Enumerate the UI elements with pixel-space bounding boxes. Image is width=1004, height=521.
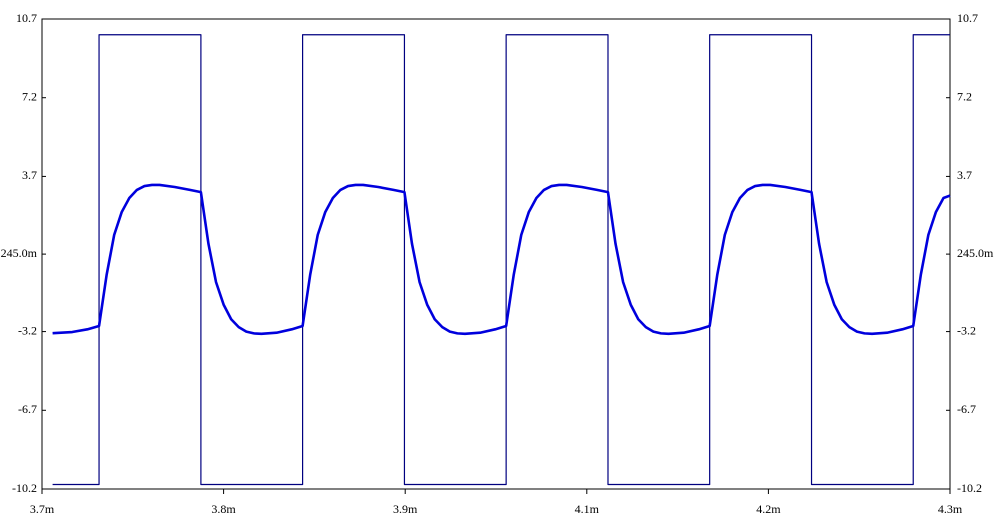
x-tick-label: 3.7m: [30, 502, 55, 516]
x-tick-label: 3.8m: [211, 502, 236, 516]
y-tick-label: 7.2: [22, 89, 37, 103]
plot-frame: [41, 18, 951, 490]
y-tick-label: 10.7: [16, 11, 37, 25]
y-tick-label: -3.2: [18, 323, 37, 337]
y-tick-label: -6.7: [18, 402, 37, 416]
series-line: [52, 34, 950, 486]
y2-tick-label: 10.7: [957, 11, 978, 25]
y2-tick-label: -3.2: [957, 323, 976, 337]
y2-tick-label: 245.0m: [957, 246, 994, 260]
y2-tick-label: -6.7: [957, 402, 976, 416]
series-line: [52, 183, 951, 336]
x-tick-label: 3.9m: [393, 502, 418, 516]
x-tick-label: 4.2m: [756, 502, 781, 516]
y-tick-label: -10.2: [12, 481, 37, 495]
y2-tick-label: 3.7: [957, 168, 972, 182]
y2-tick-label: -10.2: [957, 481, 982, 495]
x-tick-label: 4.1m: [575, 502, 600, 516]
x-tick-label: 4.3m: [938, 502, 963, 516]
y-tick-label: 3.7: [22, 168, 37, 182]
y-tick-label: 245.0m: [1, 246, 38, 260]
y2-tick-label: 7.2: [957, 89, 972, 103]
